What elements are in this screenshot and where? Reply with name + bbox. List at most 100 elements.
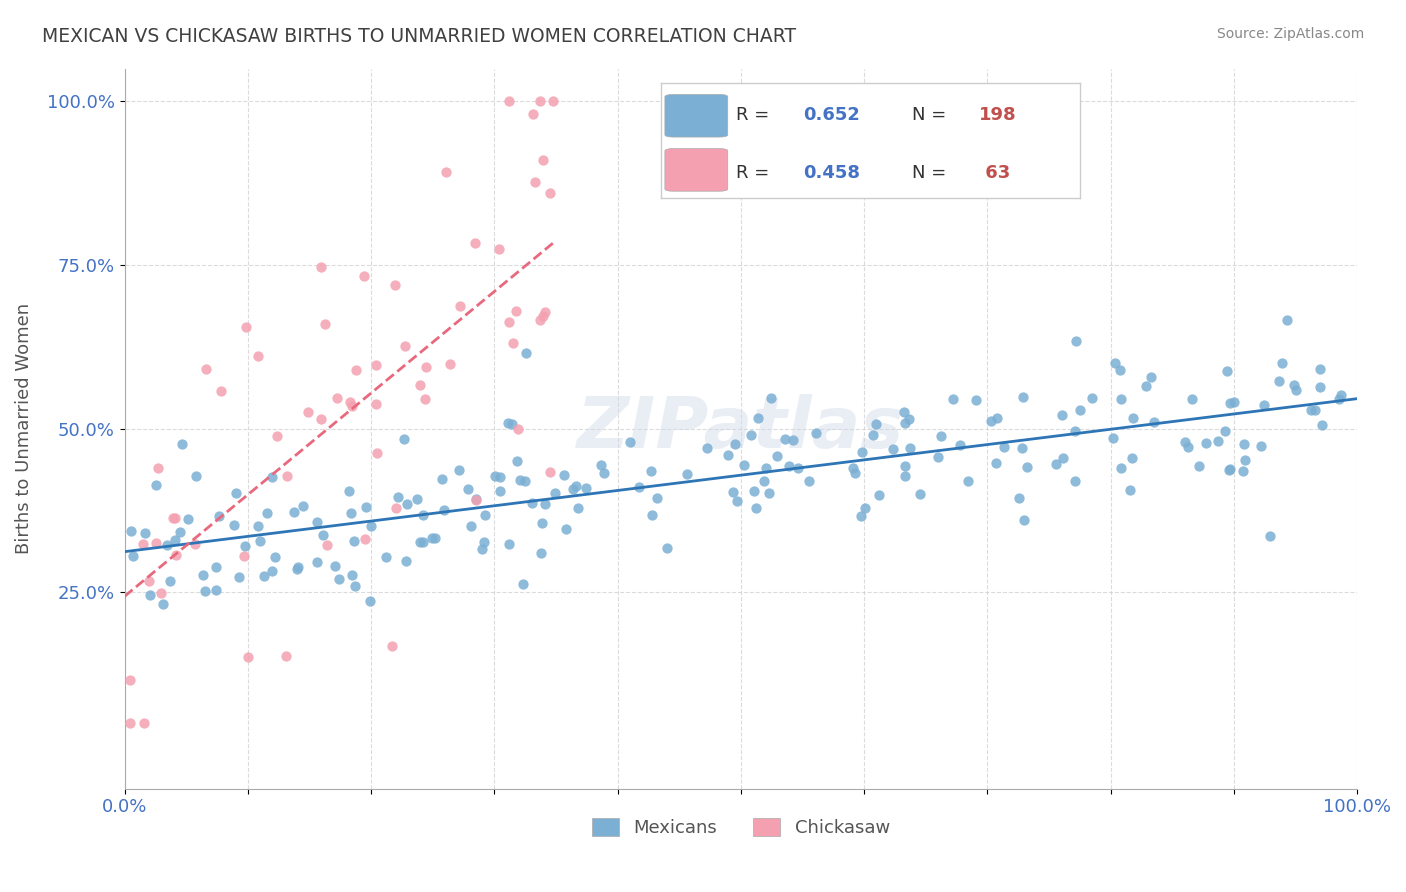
Point (118, 673, 141, 687)
Point (253, 569, 276, 583)
Point (169, 524, 191, 539)
Point (1015, 459, 1038, 474)
Point (1213, 424, 1236, 438)
Point (423, 531, 446, 545)
Point (457, 482, 479, 496)
Point (984, 456, 1007, 470)
Point (1177, 440, 1199, 454)
Point (1303, 403, 1326, 417)
Point (1329, 392, 1351, 406)
Legend: Mexicans, Chickasaw: Mexicans, Chickasaw (585, 811, 897, 845)
Point (120, 524, 142, 539)
Point (145, 478, 167, 492)
Point (292, 499, 315, 513)
Point (512, 577, 534, 591)
Y-axis label: Births to Unmarried Women: Births to Unmarried Women (15, 303, 32, 554)
Text: ZIPatlas: ZIPatlas (576, 394, 904, 463)
Point (591, 458, 613, 472)
Point (530, 546, 553, 560)
Point (118, 716, 141, 731)
Point (655, 541, 678, 555)
Point (515, 346, 537, 360)
Point (305, 516, 328, 530)
Point (797, 475, 820, 489)
Point (266, 428, 288, 442)
Point (717, 448, 740, 462)
Point (132, 537, 155, 551)
Point (523, 175, 546, 189)
Point (498, 536, 520, 550)
Point (1232, 464, 1254, 478)
Point (1069, 403, 1091, 417)
Point (758, 485, 780, 500)
Point (949, 438, 972, 452)
Point (122, 549, 145, 563)
Point (484, 469, 506, 483)
Point (409, 377, 432, 392)
Point (761, 391, 783, 405)
Point (464, 491, 486, 506)
Point (787, 460, 810, 475)
Point (247, 349, 270, 363)
Point (315, 538, 337, 552)
Point (965, 393, 987, 408)
Point (353, 268, 375, 283)
Point (194, 584, 217, 599)
Point (1012, 513, 1035, 527)
Point (209, 384, 232, 398)
Point (395, 497, 418, 511)
Point (640, 464, 662, 478)
Point (354, 500, 377, 514)
Point (366, 397, 388, 411)
Point (575, 481, 598, 495)
Point (1218, 463, 1240, 477)
Point (323, 558, 346, 573)
Point (415, 359, 437, 374)
Point (498, 95, 520, 109)
Point (1045, 457, 1067, 471)
Point (1250, 439, 1272, 453)
Point (531, 516, 554, 530)
Point (447, 463, 470, 477)
Point (496, 417, 519, 431)
Point (1195, 435, 1218, 450)
Point (412, 508, 434, 523)
Point (343, 579, 366, 593)
Point (449, 300, 471, 314)
Point (1011, 442, 1033, 456)
Point (285, 562, 308, 576)
Point (489, 483, 512, 498)
Point (1181, 392, 1204, 406)
Point (894, 458, 917, 473)
Point (233, 539, 256, 553)
Point (236, 650, 259, 665)
Point (177, 512, 200, 526)
Point (262, 470, 284, 484)
Point (509, 473, 531, 487)
Point (565, 479, 588, 493)
Point (1275, 313, 1298, 327)
Point (1008, 491, 1031, 505)
Point (460, 519, 482, 533)
Point (146, 460, 169, 475)
Point (235, 320, 257, 334)
Point (725, 494, 748, 508)
Point (186, 468, 208, 483)
Point (342, 567, 364, 582)
Point (498, 315, 520, 329)
Point (471, 541, 494, 556)
Point (531, 153, 554, 167)
Point (675, 467, 697, 481)
Point (149, 586, 172, 600)
Point (354, 533, 377, 547)
Point (1268, 375, 1291, 389)
Point (297, 405, 319, 419)
Point (980, 414, 1002, 428)
Point (359, 594, 381, 608)
Point (882, 442, 904, 456)
Point (412, 535, 434, 549)
Point (529, 313, 551, 327)
Point (138, 574, 160, 588)
Point (1216, 364, 1239, 378)
Point (474, 508, 496, 522)
